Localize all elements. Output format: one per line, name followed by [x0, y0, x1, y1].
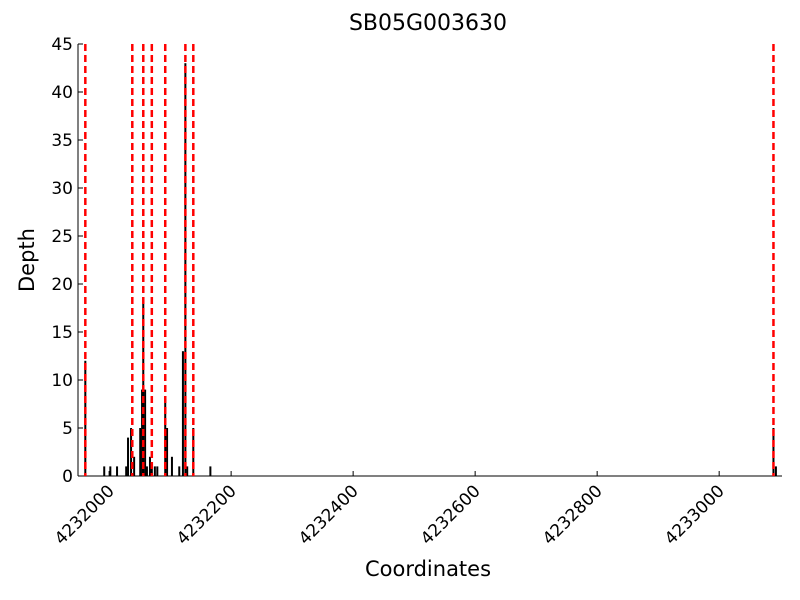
bar: [186, 466, 189, 476]
bar: [153, 466, 156, 476]
bar: [103, 466, 106, 476]
bar: [139, 428, 142, 476]
bar: [178, 466, 181, 476]
bar: [156, 466, 159, 476]
bar: [127, 437, 130, 476]
x-axis-label: Coordinates: [365, 557, 491, 581]
bar: [125, 466, 128, 476]
bar: [144, 389, 147, 476]
y-tick-label: 45: [51, 35, 73, 55]
bar: [774, 466, 777, 476]
y-axis-label: Depth: [15, 228, 39, 292]
y-tick-label: 30: [51, 179, 73, 199]
bar: [166, 428, 169, 476]
y-tick-label: 40: [51, 83, 73, 103]
bar: [150, 466, 153, 476]
bar: [109, 466, 112, 476]
y-tick-label: 25: [51, 227, 73, 247]
y-tick-label: 15: [51, 323, 73, 343]
chart-title: SB05G003630: [349, 11, 507, 36]
y-tick-label: 20: [51, 275, 73, 295]
bar: [181, 351, 184, 476]
bar: [209, 466, 212, 476]
y-tick-label: 10: [51, 371, 73, 391]
bar: [164, 399, 167, 476]
bar: [170, 456, 173, 476]
bar: [116, 466, 119, 476]
bar: [133, 456, 136, 476]
bar: [145, 466, 148, 476]
y-tick-label: 35: [51, 131, 73, 151]
y-tick-label: 0: [62, 467, 73, 487]
bar: [148, 456, 151, 476]
y-tick-label: 5: [62, 419, 73, 439]
